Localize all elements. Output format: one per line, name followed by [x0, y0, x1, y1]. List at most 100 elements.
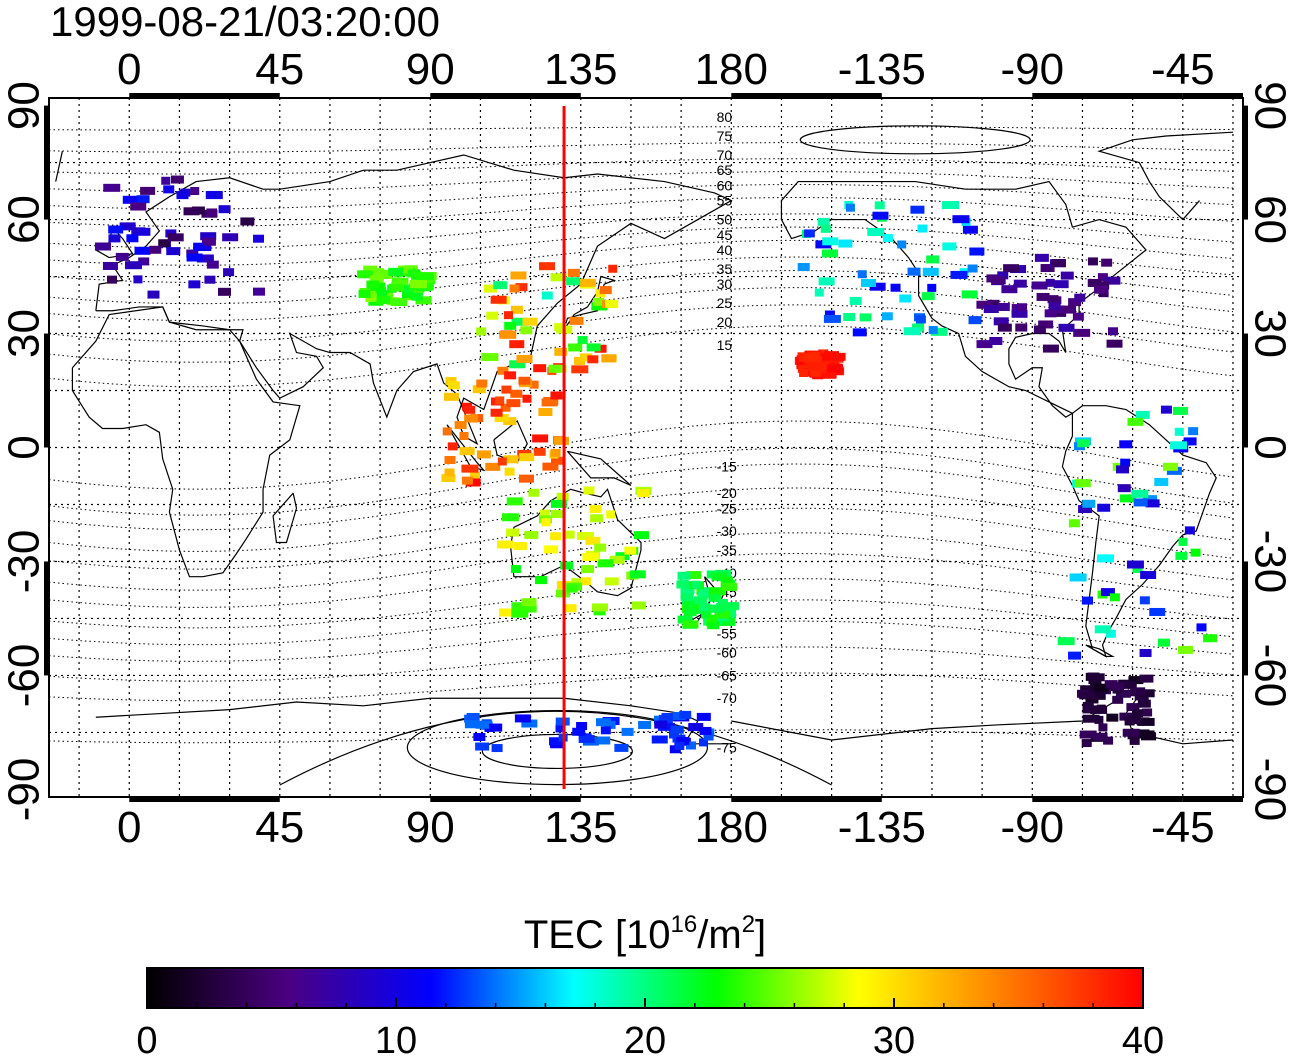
- tec-point: [605, 299, 619, 308]
- tec-point: [416, 272, 434, 281]
- tec-point: [511, 317, 528, 326]
- tec-point: [699, 726, 712, 735]
- tec-point: [1137, 699, 1151, 708]
- tec-point: [1126, 703, 1140, 712]
- tec-point: [992, 276, 1006, 285]
- left-tick-label: 60: [0, 195, 49, 244]
- tec-point: [576, 531, 594, 540]
- tec-point: [197, 243, 212, 252]
- tec-point: [490, 295, 507, 304]
- tec-point: [520, 326, 533, 335]
- tec-point: [550, 510, 565, 519]
- top-frame-bar: [129, 93, 280, 98]
- tec-point: [574, 356, 586, 365]
- tec-point: [1097, 503, 1111, 512]
- tec-point: [926, 255, 940, 264]
- tec-point: [601, 354, 617, 363]
- tec-point: [365, 293, 378, 302]
- mag-contour: [48, 126, 1233, 131]
- tec-point: [796, 359, 809, 368]
- tec-point: [511, 609, 529, 618]
- tec-point: [1104, 680, 1118, 689]
- tec-point: [1143, 495, 1158, 504]
- tec-point: [389, 283, 404, 292]
- tec-point: [509, 340, 525, 349]
- tec-point: [1132, 709, 1144, 718]
- tec-point: [580, 353, 593, 362]
- tec-point: [138, 257, 150, 266]
- tec-point: [206, 260, 219, 269]
- tec-point: [1062, 305, 1077, 314]
- tec-point: [810, 368, 821, 377]
- tec-point: [1115, 689, 1131, 698]
- tec-point: [357, 270, 374, 279]
- tec-point: [476, 450, 491, 459]
- tec-point: [928, 326, 938, 335]
- contour-label: 80: [717, 109, 733, 125]
- tec-point: [489, 723, 503, 732]
- left-tick-label: -30: [0, 530, 49, 594]
- top-tick-label: -135: [838, 45, 926, 94]
- coastline-7: [563, 275, 617, 331]
- tec-point: [1188, 427, 1199, 436]
- tec-point: [1106, 713, 1119, 722]
- tec-point: [563, 530, 575, 539]
- tec-point: [711, 572, 728, 581]
- tec-point: [1040, 264, 1055, 273]
- tec-point: [1142, 708, 1153, 717]
- tec-point: [1175, 551, 1188, 560]
- tec-point: [830, 352, 846, 361]
- tec-point: [1094, 673, 1105, 682]
- tec-point: [670, 725, 684, 734]
- tec-point: [465, 478, 481, 487]
- tec-point: [927, 283, 937, 292]
- tec-point: [578, 734, 595, 743]
- tec-point: [976, 300, 993, 309]
- tec-point: [207, 208, 218, 217]
- tec-point: [824, 310, 835, 319]
- bottom-tick-label: -135: [838, 803, 926, 852]
- tec-point: [1117, 484, 1131, 493]
- tec-point: [473, 733, 486, 742]
- tec-point: [1145, 499, 1160, 508]
- tec-point: [1072, 312, 1084, 321]
- tec-point: [989, 336, 1003, 345]
- right-frame-bar: [1243, 333, 1248, 448]
- tec-point: [167, 233, 184, 242]
- bottom-frame-bar: [129, 797, 280, 802]
- tec-point: [976, 340, 993, 349]
- tec-point: [1174, 427, 1184, 436]
- tec-point: [890, 283, 901, 292]
- tec-data-points: [94, 175, 1218, 754]
- tec-point: [682, 620, 699, 629]
- tec-point: [568, 343, 583, 352]
- bottom-frame-bar: [1032, 797, 1183, 802]
- tec-point: [369, 275, 384, 284]
- tec-point: [407, 269, 421, 278]
- tec-point: [1038, 320, 1054, 329]
- tec-point: [497, 540, 514, 549]
- contour-label: 65: [717, 162, 733, 178]
- tec-point: [581, 565, 595, 574]
- tec-point: [869, 282, 886, 291]
- tec-point: [678, 580, 688, 589]
- tec-point: [1100, 588, 1115, 597]
- tec-point: [363, 265, 378, 274]
- tec-point: [597, 736, 611, 745]
- tec-point: [535, 576, 548, 585]
- tec-point: [441, 474, 456, 483]
- tec-point: [539, 509, 550, 518]
- tec-point: [493, 281, 508, 290]
- tec-point: [401, 290, 412, 299]
- tec-point: [384, 291, 394, 300]
- tec-point: [447, 442, 458, 451]
- top-tick-label: 45: [255, 45, 304, 94]
- tec-point: [445, 377, 457, 386]
- tec-point: [1119, 494, 1136, 503]
- tec-point: [849, 296, 862, 305]
- bottom-frame-bar: [430, 797, 581, 802]
- tec-point: [683, 608, 697, 617]
- tec-point: [464, 414, 479, 423]
- tec-point: [1133, 498, 1148, 507]
- tec-point: [1079, 730, 1097, 739]
